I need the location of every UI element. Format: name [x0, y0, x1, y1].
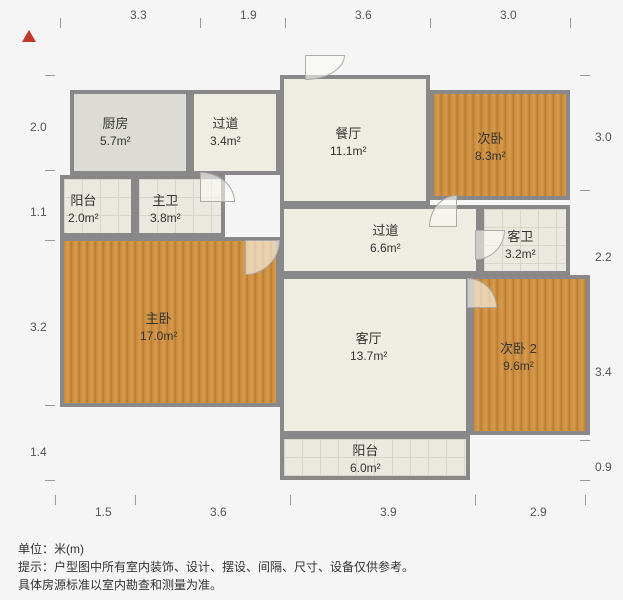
dim-right-1: 2.2 — [595, 250, 612, 264]
tick — [285, 18, 286, 28]
tick — [585, 495, 586, 505]
tick — [580, 190, 590, 191]
dim-bottom-3: 2.9 — [530, 505, 547, 519]
dim-top-0: 3.3 — [130, 8, 147, 22]
tick — [60, 18, 61, 28]
tick — [430, 18, 431, 28]
footer-note2: 具体房源标准以室内勘查和测量为准。 — [18, 576, 414, 594]
tick — [135, 495, 136, 505]
dim-top-3: 3.0 — [500, 8, 517, 22]
footer-unit: 单位：米(m) — [18, 540, 414, 558]
tick — [570, 18, 571, 28]
dim-bottom-2: 3.9 — [380, 505, 397, 519]
dim-top-2: 3.6 — [355, 8, 372, 22]
dim-right-0: 3.0 — [595, 130, 612, 144]
door-swing-1 — [200, 172, 235, 202]
dim-right-3: 0.9 — [595, 460, 612, 474]
dim-right-2: 3.4 — [595, 365, 612, 379]
north-indicator — [22, 30, 36, 42]
dim-left-3: 1.4 — [30, 445, 47, 459]
tick — [55, 495, 56, 505]
tick — [45, 170, 55, 171]
tick — [580, 440, 590, 441]
room-dining — [280, 75, 430, 205]
dim-bottom-0: 1.5 — [95, 505, 112, 519]
tick — [475, 495, 476, 505]
footer-notes: 单位：米(m) 提示：户型图中所有室内装饰、设计、摆设、间隔、尺寸、设备仅供参考… — [18, 540, 414, 594]
tick — [290, 495, 291, 505]
room-bed2a — [430, 90, 570, 200]
footer-note1: 提示：户型图中所有室内装饰、设计、摆设、间隔、尺寸、设备仅供参考。 — [18, 558, 414, 576]
tick — [45, 240, 55, 241]
room-kitchen — [70, 90, 190, 175]
tick — [580, 480, 590, 481]
tick — [45, 75, 55, 76]
room-balcony2 — [280, 435, 470, 480]
room-corridor1 — [190, 90, 280, 175]
dim-left-1: 1.1 — [30, 205, 47, 219]
dim-left-0: 2.0 — [30, 120, 47, 134]
dim-top-1: 1.9 — [240, 8, 257, 22]
dim-left-2: 3.2 — [30, 320, 47, 334]
dim-bottom-1: 3.6 — [210, 505, 227, 519]
floorplan-canvas: 3.3 1.9 3.6 3.0 3.0 2.2 3.4 0.9 2.0 1.1 3.2 1.4 1… — [0, 0, 623, 600]
tick — [45, 405, 55, 406]
tick — [200, 18, 201, 28]
room-balcony1 — [60, 175, 135, 237]
room-living — [280, 275, 470, 435]
tick — [45, 480, 55, 481]
tick — [580, 75, 590, 76]
